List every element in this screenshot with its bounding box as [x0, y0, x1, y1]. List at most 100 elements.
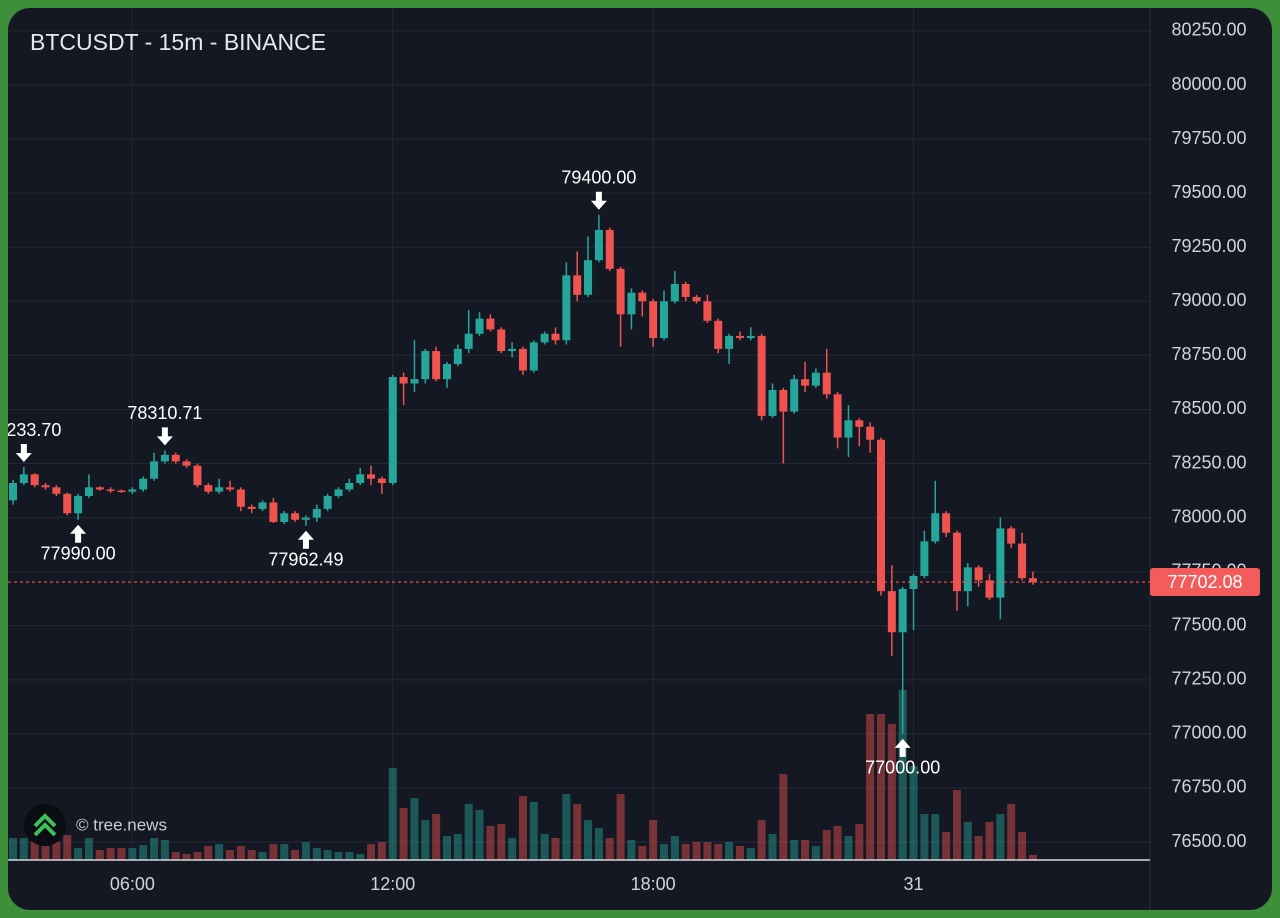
annotation-arrow	[156, 427, 173, 446]
candle-body	[432, 351, 441, 380]
volume-bar	[215, 844, 224, 860]
volume-bar	[399, 808, 408, 860]
candle-body	[801, 379, 810, 386]
volume-bar	[128, 848, 137, 860]
volume-bar	[714, 844, 723, 860]
volume-bar	[649, 820, 658, 860]
candle-body	[670, 283, 679, 302]
volume-bar	[573, 804, 582, 860]
annotation-arrow	[70, 524, 87, 543]
candle-body	[877, 439, 885, 592]
grid	[8, 8, 1150, 860]
annotation-arrow	[894, 738, 911, 757]
volume-bar	[594, 828, 603, 860]
volume-bar	[790, 840, 799, 860]
volume-bar	[735, 846, 744, 860]
candle-body	[63, 493, 72, 514]
candle-body	[421, 351, 430, 380]
candle-body	[996, 528, 1005, 598]
volume-bar	[193, 852, 202, 860]
volume-bar	[898, 690, 907, 860]
candle-body	[388, 377, 397, 483]
volume-bar	[226, 850, 234, 860]
candle-body	[638, 292, 647, 302]
volume-bar	[877, 714, 885, 860]
candle-body	[410, 379, 419, 384]
candle-body	[1018, 543, 1027, 579]
candle-body	[627, 292, 636, 315]
y-tick-label: 77250.00	[1171, 669, 1246, 689]
y-tick-label: 79500.00	[1171, 182, 1246, 202]
candle-body	[866, 426, 875, 440]
candle-body	[345, 482, 354, 490]
candle-body	[215, 487, 224, 492]
candle-body	[106, 489, 115, 491]
volume-bar	[931, 814, 940, 860]
volume-bar	[638, 846, 647, 860]
candle-body	[486, 318, 495, 330]
volume-bar	[508, 838, 517, 860]
volume-bar	[833, 826, 842, 860]
annotation-arrow	[590, 191, 607, 210]
candle-body	[497, 329, 506, 352]
y-tick-label: 77500.00	[1171, 614, 1246, 634]
y-tick-label: 76500.00	[1171, 831, 1246, 851]
axes: 76500.00 76750.00 77000.00 77250.00 77500.00…	[110, 20, 1260, 894]
candle-body	[887, 591, 896, 633]
volume-bar	[84, 838, 93, 860]
candle-body	[247, 506, 256, 509]
plot-area: 78233.70 77990.00 78310.71 77962.49 79400.00…	[8, 168, 1150, 860]
candle-body	[334, 489, 343, 496]
candle-body	[790, 379, 799, 412]
x-tick-label: 06:00	[110, 874, 155, 894]
chart-title: BTCUSDT - 15m - BINANCE	[30, 29, 326, 55]
volume-bar	[171, 852, 180, 860]
candle-body	[594, 229, 603, 261]
candle-body	[258, 502, 267, 509]
candle-body	[30, 474, 39, 486]
candle-body	[84, 487, 93, 496]
candle-body	[464, 333, 473, 349]
volume-bar	[410, 798, 419, 860]
volume-bar	[117, 848, 126, 860]
candle-body	[735, 335, 744, 339]
y-tick-label: 78750.00	[1171, 344, 1246, 364]
watermark-logo	[24, 804, 66, 846]
volume-bar	[52, 842, 61, 860]
volume-bar	[670, 836, 679, 860]
volume-bar	[312, 848, 321, 860]
volume-bar	[540, 834, 549, 860]
volume-bar	[866, 714, 875, 860]
volume-bar	[518, 796, 527, 860]
volume-bar	[367, 844, 376, 860]
volume-bar	[9, 838, 17, 860]
candle-body	[443, 364, 451, 380]
candle-body	[584, 260, 593, 295]
y-tick-label: 80000.00	[1171, 74, 1246, 94]
x-tick-label: 31	[904, 874, 924, 894]
volume-bar	[996, 814, 1005, 860]
volume-bar	[453, 834, 462, 860]
volume-bar	[63, 835, 72, 860]
volume-bar	[204, 846, 213, 860]
candle-body	[377, 478, 386, 483]
candle-body	[616, 268, 625, 315]
volume-bar	[822, 830, 831, 860]
candle-body	[518, 348, 527, 371]
candle-body	[703, 301, 712, 321]
volume-bar	[334, 852, 343, 860]
candle-body	[909, 576, 918, 589]
volume-bar	[627, 840, 636, 860]
volume-bar	[41, 846, 50, 860]
x-tick-label: 12:00	[370, 874, 415, 894]
volume-bar	[464, 804, 473, 860]
annotation-label: 77962.49	[268, 549, 343, 569]
annotation-label: 78310.71	[127, 403, 202, 423]
candle-body	[41, 485, 50, 488]
candle-body	[931, 513, 940, 542]
candle-body	[128, 489, 137, 492]
volume-bar	[768, 834, 777, 860]
volume-bar	[692, 842, 701, 860]
candle-body	[19, 474, 28, 483]
background	[8, 8, 1272, 910]
